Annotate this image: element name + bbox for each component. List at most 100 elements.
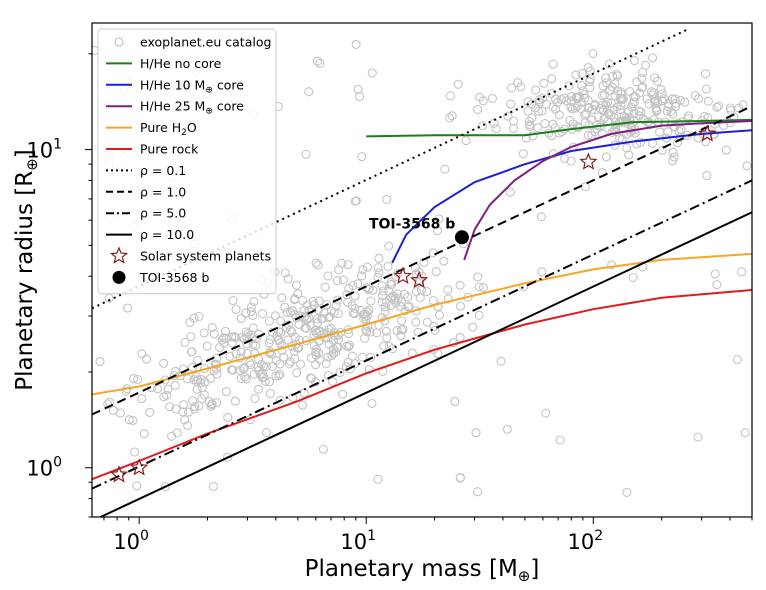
legend-label: Pure rock [140, 142, 199, 157]
catalog-point [502, 424, 512, 434]
catalog-point [133, 374, 143, 385]
legend-item-rock: Pure rock [106, 142, 199, 157]
catalog-point [257, 309, 268, 319]
catalog-point [264, 338, 274, 348]
y-tick-label: 101 [26, 137, 62, 163]
catalog-point [473, 104, 483, 114]
catalog-point [319, 308, 329, 318]
catalog-point [353, 84, 363, 94]
catalog-point [622, 143, 632, 153]
catalog-point [455, 472, 466, 483]
catalog-point [343, 357, 353, 367]
catalog-point [560, 153, 570, 164]
catalog-point [301, 323, 311, 333]
catalog-point [577, 81, 587, 91]
catalog-point [443, 294, 453, 304]
catalog-point [362, 307, 372, 317]
catalog-point [629, 56, 639, 66]
catalog-point [562, 96, 572, 106]
catalog-point [182, 420, 193, 431]
catalog-point [393, 268, 403, 278]
catalog-point [248, 323, 258, 333]
catalog-point [248, 310, 258, 321]
catalog-point [673, 138, 683, 148]
catalog-point [625, 87, 635, 97]
catalog-point [732, 354, 742, 365]
catalog-point [422, 317, 432, 327]
catalog-point [604, 59, 614, 69]
catalog-point [277, 345, 287, 356]
catalog-point [617, 95, 627, 105]
catalog-point [351, 196, 361, 206]
catalog-point [367, 398, 377, 409]
catalog-point [626, 127, 636, 137]
catalog-point [319, 329, 329, 339]
catalog-point [159, 358, 169, 368]
catalog-point [384, 241, 394, 251]
catalog-point [238, 364, 249, 374]
catalog-point [380, 302, 390, 312]
catalog-point [228, 296, 238, 306]
solar-system-planet-star [130, 458, 149, 476]
legend-star-marker [109, 246, 129, 264]
catalog-point [348, 280, 358, 291]
catalog-point [279, 352, 289, 362]
catalog-point [171, 404, 181, 414]
catalog-point [634, 111, 644, 121]
catalog-point [440, 164, 450, 174]
catalog-point [197, 394, 207, 404]
catalog-point [539, 78, 549, 88]
legend-label: H/He 25 M⊕ core [140, 99, 244, 117]
catalog-point [130, 447, 140, 457]
catalog-point [315, 355, 325, 365]
catalog-point [652, 76, 663, 86]
catalog-point [635, 137, 646, 147]
catalog-point [165, 402, 175, 412]
catalog-point [578, 86, 588, 96]
catalog-point [182, 374, 193, 384]
legend-label: TOI-3568 b [139, 270, 209, 285]
legend-item-rho10: ρ = 10.0 [106, 227, 194, 242]
catalog-point [585, 66, 595, 76]
catalog-point [455, 301, 466, 311]
catalog-point [524, 116, 534, 127]
catalog-point [362, 262, 373, 272]
legend: exoplanet.eu catalog H/He no core H/He 10 … [97, 28, 277, 295]
catalog-point [712, 280, 722, 290]
catalog-point [415, 293, 425, 303]
catalog-point [324, 324, 334, 334]
legend-label: ρ = 1.0 [140, 184, 186, 199]
catalog-point [172, 428, 182, 438]
catalog-point [225, 351, 235, 361]
catalog-point [396, 316, 407, 326]
axis-ticks: 100 101 102 100 101 [26, 53, 753, 554]
catalog-point [239, 363, 249, 373]
catalog-point [350, 291, 360, 301]
catalog-point [383, 261, 393, 271]
target-point [454, 230, 469, 245]
catalog-point [246, 307, 256, 317]
catalog-point [186, 331, 196, 342]
catalog-point [190, 402, 200, 412]
catalog-point [656, 84, 666, 94]
catalog-point [478, 282, 488, 292]
catalog-point [357, 271, 367, 281]
catalog-point [597, 90, 607, 101]
catalog-point [683, 111, 694, 121]
y-tick-label: 100 [26, 455, 62, 481]
catalog-point [628, 272, 638, 283]
catalog-point [187, 362, 198, 372]
catalog-point [584, 120, 594, 130]
legend-label: exoplanet.eu catalog [140, 35, 271, 50]
catalog-point [128, 415, 138, 426]
catalog-point [310, 325, 320, 335]
catalog-point [616, 100, 626, 110]
catalog-point [318, 444, 328, 454]
catalog-point [533, 123, 543, 133]
catalog-point [335, 368, 345, 378]
catalog-point [261, 428, 271, 438]
catalog-point [571, 70, 581, 80]
catalog-point [474, 310, 484, 320]
catalog-point [242, 339, 252, 349]
y-axis-label: Planetary radius [R⊕] [12, 149, 41, 391]
